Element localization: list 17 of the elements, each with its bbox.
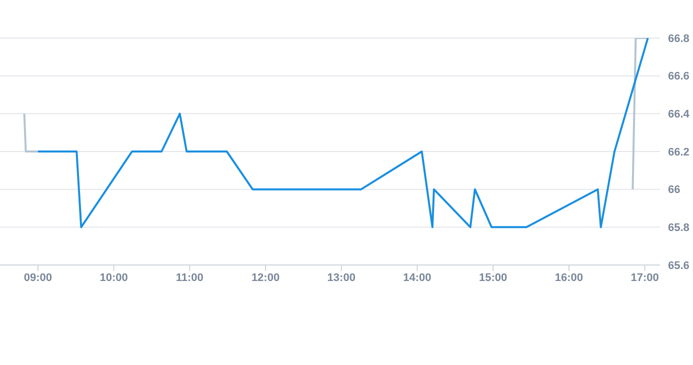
y-tick-label: 66 <box>668 184 680 196</box>
x-tick-label: 16:00 <box>554 272 584 284</box>
y-tick-label: 66.2 <box>668 146 690 158</box>
x-tick-label: 15:00 <box>479 272 508 284</box>
x-tick-label: 11:00 <box>176 272 204 284</box>
y-tick-label: 66.4 <box>668 108 690 121</box>
y-tick-label: 65.6 <box>668 260 690 272</box>
x-tick-label: 12:00 <box>251 272 280 284</box>
y-tick-label: 65.8 <box>668 222 690 234</box>
x-tick-label: 17:00 <box>630 272 659 284</box>
y-tick-label: 66.8 <box>668 32 690 45</box>
x-tick-label: 10:00 <box>100 272 128 284</box>
x-tick-label: 13:00 <box>327 272 356 284</box>
y-tick-label: 66.6 <box>668 70 690 83</box>
line-series <box>36 38 649 228</box>
x-tick-label: 14:00 <box>403 272 432 284</box>
x-tick-label: 09:00 <box>24 272 52 284</box>
